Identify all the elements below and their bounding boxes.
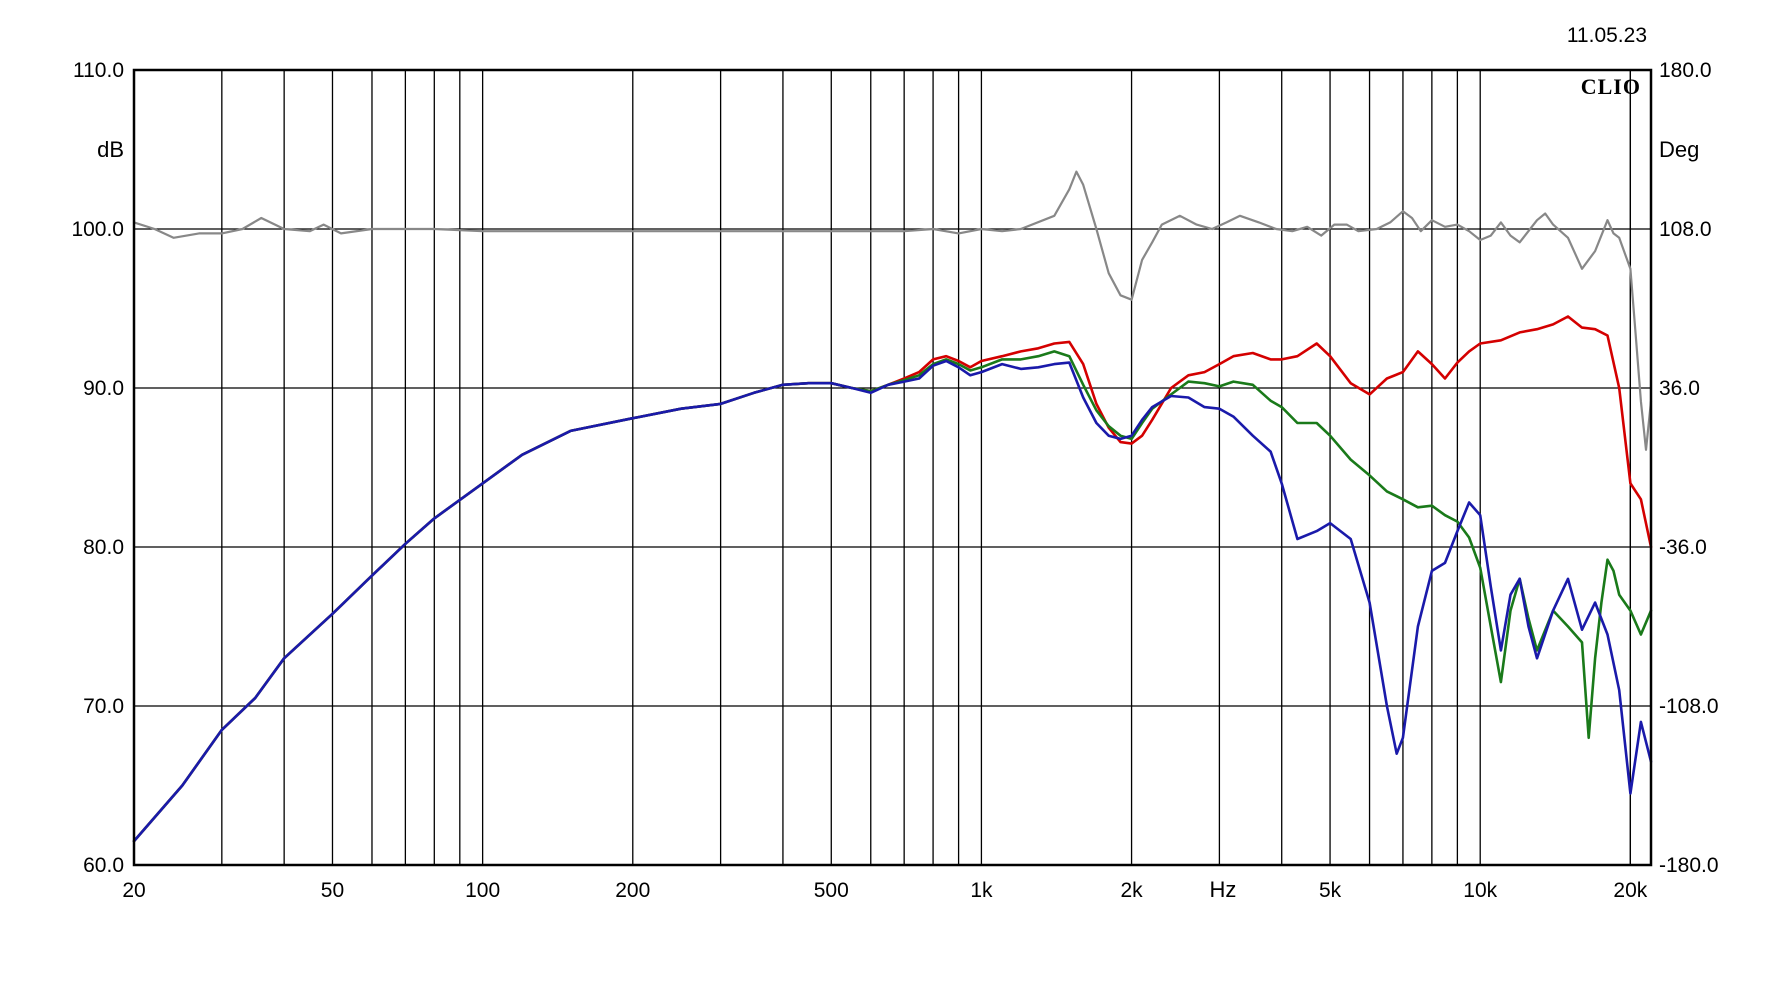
clio-brand-label: CLIO xyxy=(1581,74,1641,99)
x-tick-label: 200 xyxy=(615,879,650,902)
y-tick-label: 90.0 xyxy=(83,377,124,400)
y2-tick-label: -36.0 xyxy=(1659,536,1707,559)
y-tick-label: 100.0 xyxy=(71,218,124,241)
series-layer xyxy=(132,170,1653,843)
y-tick-labels: 110.0 100.0 90.0 80.0 70.0 60.0 xyxy=(71,59,124,877)
y2-tick-label: 108.0 xyxy=(1659,218,1712,241)
y2-tick-labels: 180.0 108.0 36.0 -36.0 -108.0 -180.0 xyxy=(1659,59,1719,877)
x-tick-label: 1k xyxy=(970,879,993,902)
x-tick-labels: 20 50 100 200 500 1k 2k 5k 10k 20k xyxy=(122,879,1647,902)
y-axis-label: dB xyxy=(97,137,124,162)
plot-frame xyxy=(132,68,1653,867)
x-tick-label: 20 xyxy=(122,879,145,902)
y-tick-label: 60.0 xyxy=(83,854,124,877)
y-tick-label: 110.0 xyxy=(73,59,124,82)
y2-axis-label: Deg xyxy=(1659,137,1699,162)
measurement-date: 11.05.23 xyxy=(1567,24,1647,47)
x-tick-label: 2k xyxy=(1120,879,1143,902)
y2-tick-label: 36.0 xyxy=(1659,377,1700,400)
x-axis-label: Hz xyxy=(1210,877,1237,902)
x-tick-label: 10k xyxy=(1463,879,1497,902)
phase-series-line-3 xyxy=(132,170,1653,451)
y2-tick-label: -180.0 xyxy=(1659,854,1719,877)
y2-tick-label: -108.0 xyxy=(1659,695,1719,718)
response-series-line-2 xyxy=(132,359,1653,843)
y2-tick-label: 180.0 xyxy=(1659,59,1712,82)
y-tick-label: 70.0 xyxy=(83,695,124,718)
x-tick-label: 50 xyxy=(321,879,344,902)
x-tick-label: 20k xyxy=(1613,879,1647,902)
x-tick-label: 500 xyxy=(814,879,849,902)
x-tick-label: 100 xyxy=(465,879,500,902)
x-tick-label: 5k xyxy=(1319,879,1342,902)
y-tick-label: 80.0 xyxy=(83,536,124,559)
